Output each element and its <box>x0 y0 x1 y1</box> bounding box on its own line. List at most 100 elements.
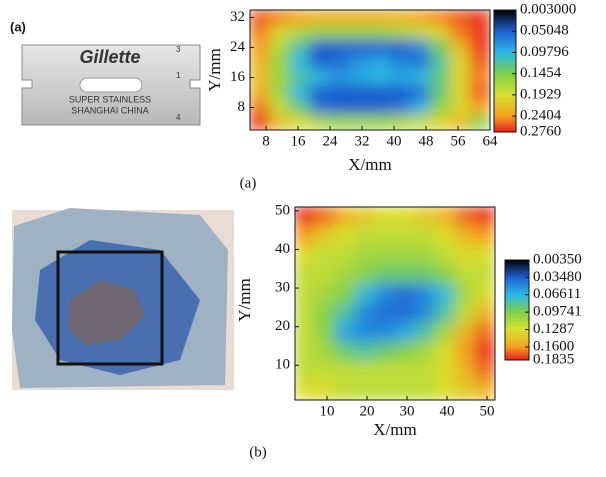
heat-cell <box>314 264 336 285</box>
colorbar-label: 0.1835 <box>533 351 574 367</box>
colorbar-label: 0.05048 <box>520 23 569 39</box>
colorbar <box>493 9 517 133</box>
y-tick-label: 32 <box>230 9 245 25</box>
heat-cell <box>289 24 311 41</box>
heat-cell <box>269 54 291 71</box>
heat-cell <box>454 245 476 266</box>
heat-cell <box>429 99 451 116</box>
agate-photo <box>12 208 234 390</box>
x-tick-label: 50 <box>480 403 495 419</box>
x-tick-label: 32 <box>355 133 370 149</box>
heat-cell <box>354 225 376 247</box>
heat-cell <box>409 10 431 26</box>
heat-cell <box>434 283 456 304</box>
heat-cell <box>369 114 391 130</box>
heat-cell <box>334 360 356 382</box>
heat-cell <box>334 283 356 304</box>
heat-cell <box>295 380 316 400</box>
x-tick-label: 8 <box>262 133 270 149</box>
x-tick-label: 20 <box>360 403 375 419</box>
heat-cell <box>349 69 371 86</box>
y-tick-label: 10 <box>275 357 290 373</box>
colorbar-label: 0.09741 <box>533 304 582 320</box>
heat-cell <box>414 264 436 285</box>
heat-cell <box>369 54 391 71</box>
heat-cell <box>449 99 471 116</box>
heat-cell <box>354 341 376 362</box>
heat-cell <box>314 380 336 400</box>
heat-cell <box>374 322 396 343</box>
heat-cell <box>429 39 451 56</box>
heat-cell <box>309 24 331 41</box>
heat-cell <box>389 10 411 26</box>
heat-cell <box>369 84 391 101</box>
blade-text: 1 <box>176 71 181 80</box>
heat-cell <box>349 99 371 116</box>
heat-cell <box>409 39 431 56</box>
heat-cell <box>329 114 351 130</box>
y-tick-label: 8 <box>238 99 246 115</box>
colorbar-label: 0.003000 <box>520 1 576 17</box>
heat-cell <box>295 360 316 382</box>
heat-cell <box>414 380 436 400</box>
heat-cell <box>374 360 396 382</box>
heat-cell <box>434 322 456 343</box>
heat-cell <box>250 39 271 56</box>
heat-cell <box>434 264 456 285</box>
heat-cell <box>334 341 356 362</box>
heatmap-cells <box>250 10 490 130</box>
colorbar-label: 0.06611 <box>533 286 581 302</box>
heat-cell <box>474 225 495 247</box>
heat-cell <box>289 54 311 71</box>
heat-cell <box>414 360 436 382</box>
caption: (b) <box>249 444 267 460</box>
heatmap-cells <box>295 207 495 400</box>
heat-cell <box>314 207 336 227</box>
heat-cell <box>329 69 351 86</box>
heat-cell <box>295 341 316 362</box>
heat-cell <box>469 24 490 41</box>
heat-cell <box>434 360 456 382</box>
heat-cell <box>369 99 391 116</box>
blade-photo: Gillette SUPER STAINLESS SHANGHAI CHINA … <box>21 44 201 126</box>
heat-cell <box>369 39 391 56</box>
heat-cell <box>329 54 351 71</box>
heat-cell <box>295 303 316 324</box>
heat-cell <box>394 303 416 324</box>
heat-cell <box>374 207 396 227</box>
heat-cell <box>250 114 271 130</box>
heat-cell <box>349 54 371 71</box>
heat-cell <box>329 39 351 56</box>
heatmap <box>295 207 495 400</box>
heat-cell <box>314 341 336 362</box>
heat-cell <box>409 69 431 86</box>
x-tick-label: 56 <box>451 133 467 149</box>
heat-cell <box>429 84 451 101</box>
heat-cell <box>289 84 311 101</box>
blade-text: 4 <box>176 113 181 122</box>
heat-cell <box>334 303 356 324</box>
heat-cell <box>414 207 436 227</box>
heat-cell <box>449 24 471 41</box>
heat-cell <box>449 10 471 26</box>
heat-cell <box>334 225 356 247</box>
heat-cell <box>454 283 476 304</box>
heat-cell <box>394 341 416 362</box>
heat-cell <box>289 69 311 86</box>
heat-cell <box>434 207 456 227</box>
heat-cell <box>454 207 476 227</box>
heat-cell <box>309 69 331 86</box>
heat-cell <box>269 84 291 101</box>
heat-cell <box>269 24 291 41</box>
heat-cell <box>394 380 416 400</box>
heat-cell <box>354 245 376 266</box>
heat-cell <box>409 99 431 116</box>
heat-cell <box>394 360 416 382</box>
heat-cell <box>409 54 431 71</box>
heat-cell <box>429 114 451 130</box>
colorbar-label: 0.1454 <box>520 65 562 81</box>
y-tick-label: 16 <box>230 69 246 85</box>
heat-cell <box>474 380 495 400</box>
colorbar-label: 0.1600 <box>533 338 574 354</box>
heat-cell <box>469 99 490 116</box>
